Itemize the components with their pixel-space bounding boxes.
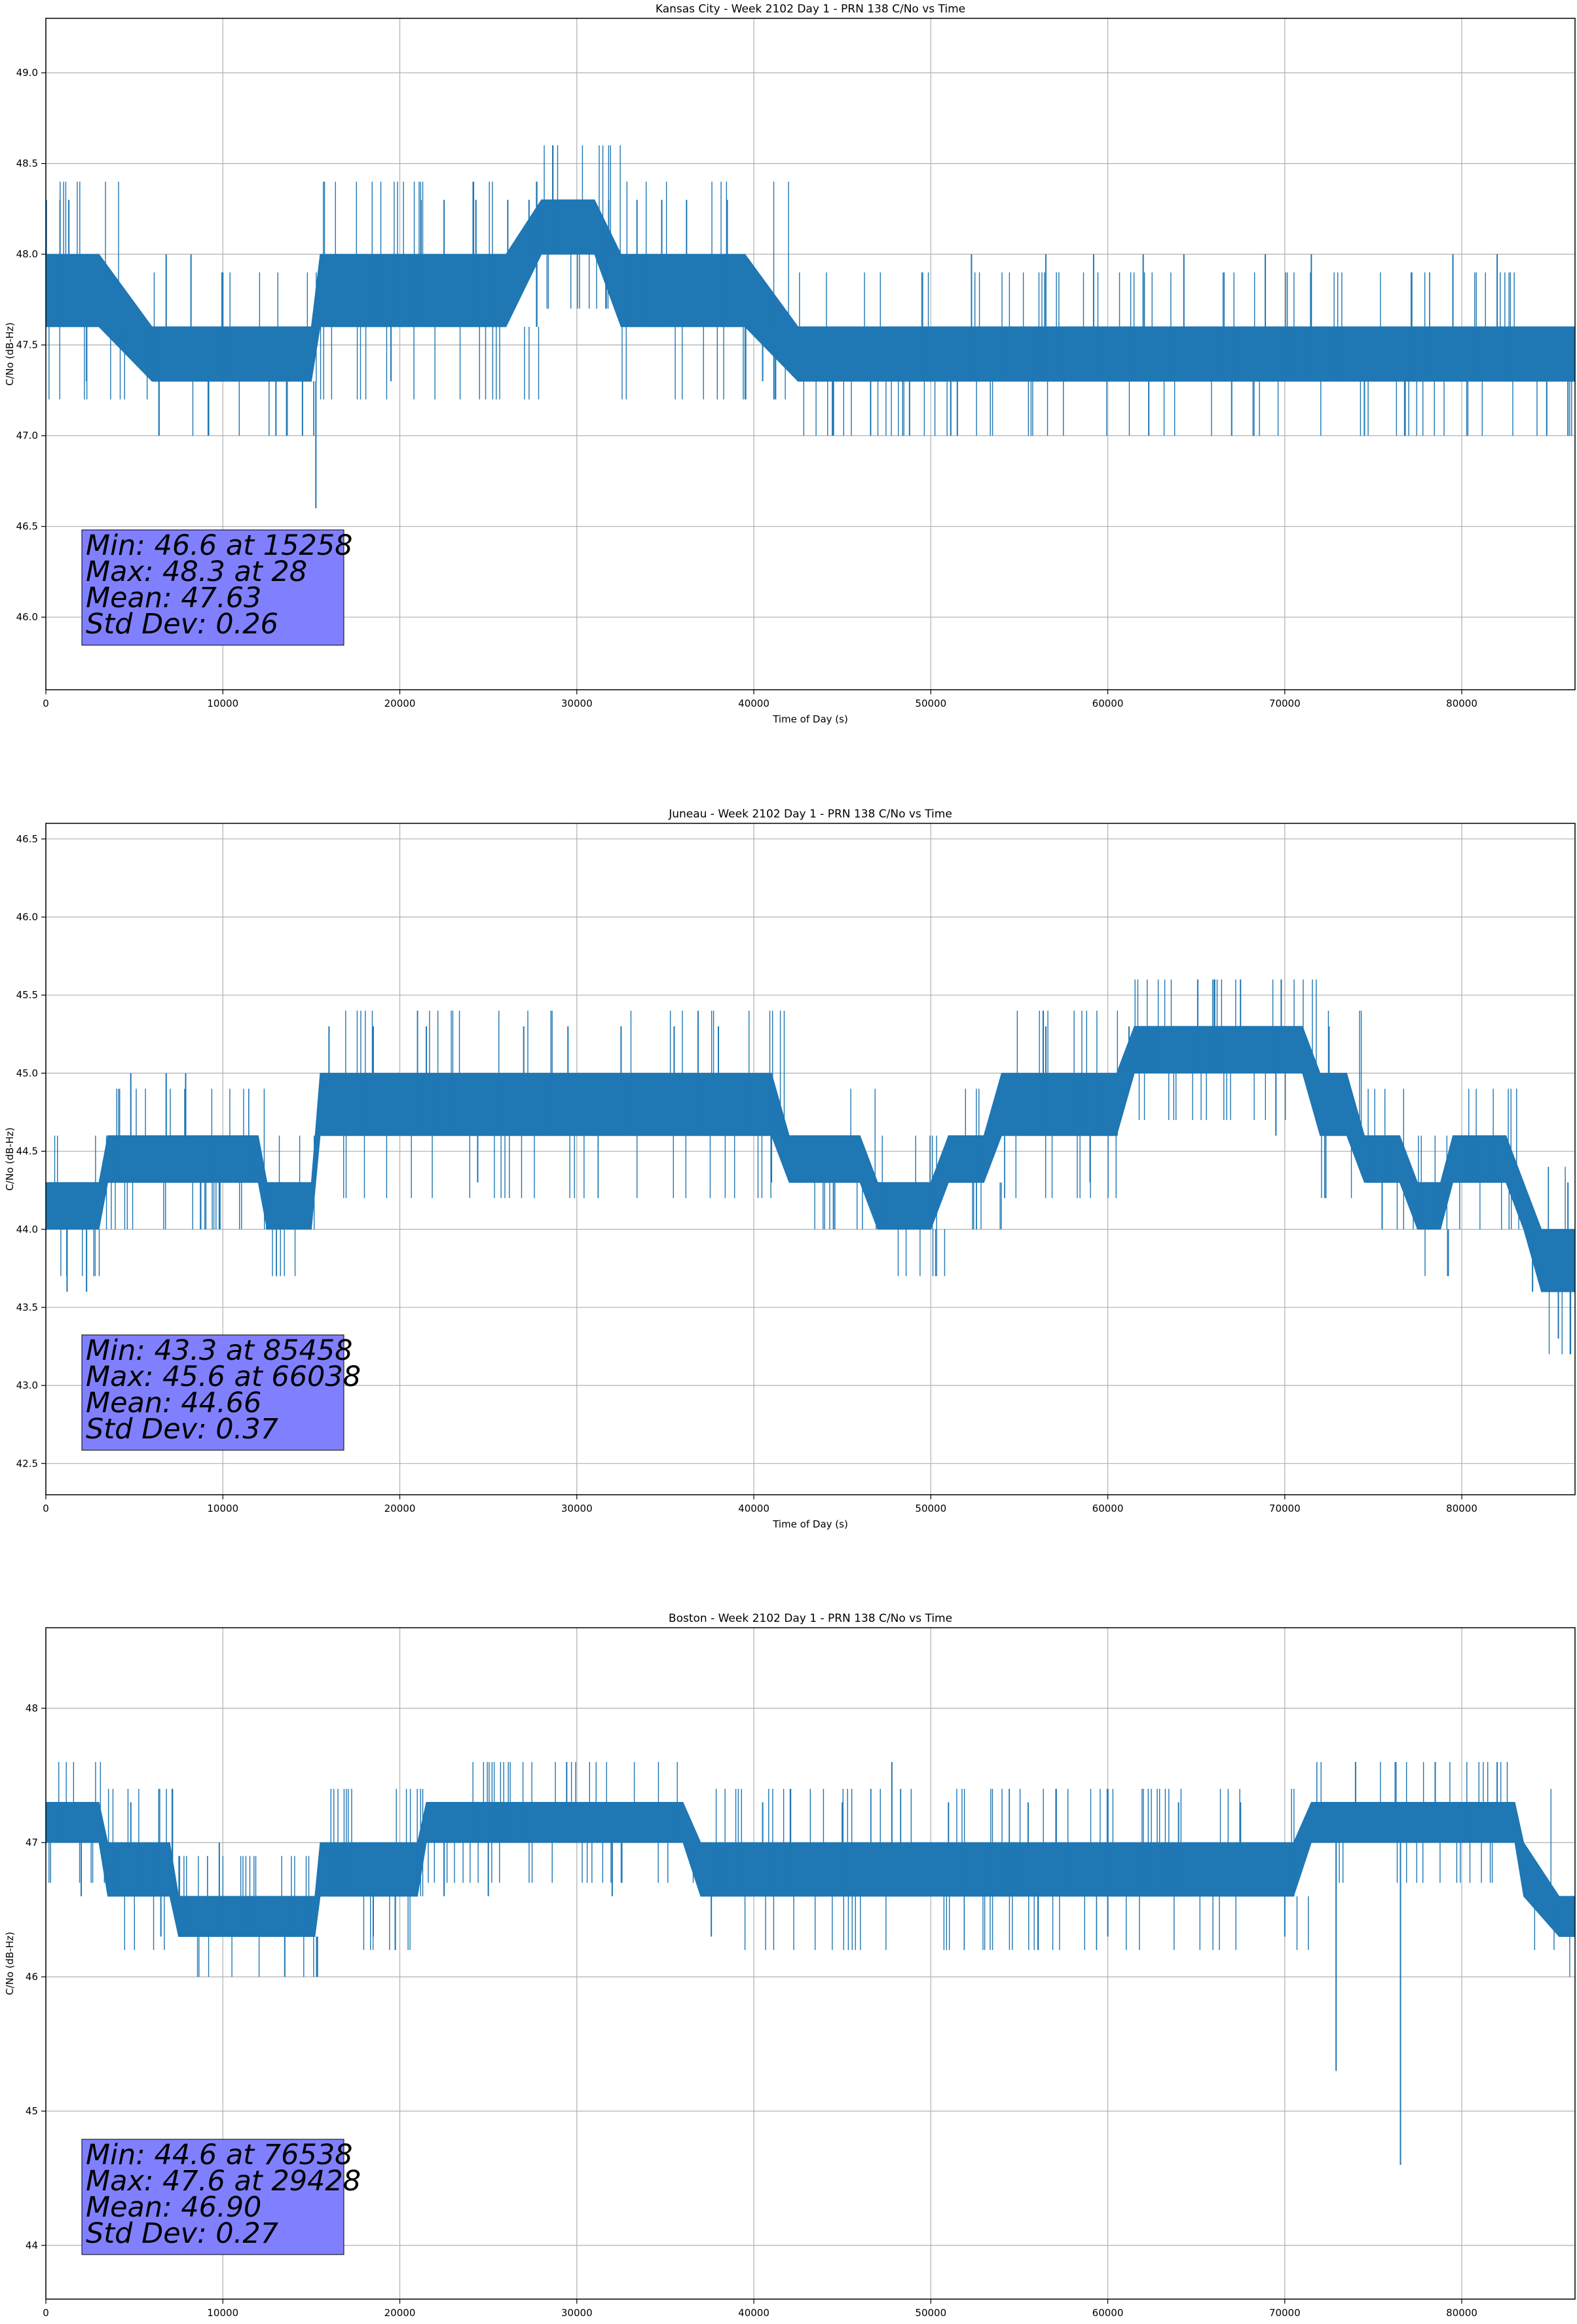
series-band — [45, 1026, 1576, 1292]
y-tick-label: 43.0 — [16, 1379, 38, 1391]
stats-line: Max: 45.6 at 66038 — [86, 1360, 361, 1393]
stats-line: Mean: 44.66 — [86, 1387, 261, 1419]
x-tick-label: 20000 — [384, 1503, 416, 1514]
stats-line: Std Dev: 0.27 — [86, 2217, 278, 2250]
y-tick-label: 47 — [26, 1837, 38, 1848]
stats-line: Max: 48.3 at 28 — [86, 555, 307, 588]
stats-line: Min: 44.6 at 76538 — [86, 2139, 353, 2171]
stats-line: Mean: 46.90 — [86, 2191, 261, 2224]
y-tick-label: 42.5 — [16, 1457, 38, 1469]
x-tick-label: 0 — [43, 2307, 49, 2319]
y-tick-label: 48 — [26, 1702, 38, 1714]
y-tick-label: 47.0 — [16, 430, 38, 441]
x-tick-label: 60000 — [1092, 2307, 1124, 2319]
x-tick-label: 70000 — [1269, 1503, 1301, 1514]
x-tick-label: 80000 — [1446, 698, 1477, 709]
chart-title: Kansas City - Week 2102 Day 1 - PRN 138 … — [656, 3, 965, 16]
y-axis-label: C/No (dB-Hz) — [4, 1127, 16, 1191]
x-axis-label: Time of Day (s) — [772, 2323, 848, 2324]
y-tick-label: 48.0 — [16, 248, 38, 260]
x-tick-label: 40000 — [738, 698, 770, 709]
stats-line: Min: 43.3 at 85458 — [86, 1334, 353, 1367]
y-axis-label: C/No (dB-Hz) — [4, 322, 16, 386]
x-tick-label: 40000 — [738, 1503, 770, 1514]
x-tick-label: 10000 — [207, 698, 238, 709]
plot-frame — [45, 823, 1576, 1495]
x-axis-label: Time of Day (s) — [772, 1518, 848, 1530]
chart-title: Juneau - Week 2102 Day 1 - PRN 138 C/No … — [668, 808, 952, 821]
y-tick-label: 45 — [26, 2105, 38, 2117]
juneau-chart: 0 10000 20000 30000 40000 50000 60000 70000 8000… — [4, 808, 1576, 1530]
plot-frame — [45, 18, 1576, 690]
y-tick-label: 49.0 — [16, 67, 38, 79]
stats-line: Max: 47.6 at 29428 — [86, 2165, 361, 2198]
x-tick-label: 10000 — [207, 2307, 238, 2319]
x-tick-label: 30000 — [561, 698, 593, 709]
x-tick-label: 10000 — [207, 1503, 238, 1514]
x-tick-label: 80000 — [1446, 1503, 1477, 1514]
y-tick-label: 44 — [26, 2240, 38, 2251]
x-tick-label: 0 — [43, 1503, 49, 1514]
x-tick-label: 50000 — [915, 698, 946, 709]
y-tick-label: 44.5 — [16, 1146, 38, 1157]
y-tick-label: 46.5 — [16, 521, 38, 533]
y-tick-label: 47.5 — [16, 339, 38, 351]
x-tick-label: 0 — [43, 698, 49, 709]
x-tick-label: 40000 — [738, 2307, 770, 2319]
stats-box — [81, 529, 344, 646]
y-tick-label: 45.0 — [16, 1067, 38, 1079]
series-band — [45, 199, 1576, 382]
series-trace — [48, 1762, 1570, 1977]
y-tick-label: 48.5 — [16, 158, 38, 170]
y-tick-label: 45.5 — [16, 989, 38, 1001]
x-tick-label: 50000 — [915, 1503, 946, 1514]
x-tick-label: 20000 — [384, 698, 416, 709]
y-tick-label: 46.0 — [16, 911, 38, 923]
x-tick-label: 50000 — [915, 2307, 946, 2319]
x-tick-label: 70000 — [1269, 698, 1301, 709]
stats-line: Std Dev: 0.37 — [86, 1413, 278, 1446]
series-trace — [48, 145, 1572, 436]
y-tick-label: 44.0 — [16, 1224, 38, 1235]
y-axis-label: C/No (dB-Hz) — [4, 1932, 16, 1995]
chart-title: Boston - Week 2102 Day 1 - PRN 138 C/No … — [669, 1612, 952, 1625]
y-tick-label: 43.5 — [16, 1302, 38, 1313]
stats-box — [81, 1334, 344, 1451]
stats-line: Std Dev: 0.26 — [86, 608, 278, 641]
x-tick-label: 30000 — [561, 2307, 593, 2319]
x-tick-label: 70000 — [1269, 2307, 1301, 2319]
x-tick-label: 60000 — [1092, 698, 1124, 709]
x-tick-label: 60000 — [1092, 1503, 1124, 1514]
stats-line: Min: 46.6 at 15258 — [86, 529, 353, 562]
y-tick-label: 46 — [26, 1971, 38, 1983]
stats-line: Mean: 47.63 — [86, 582, 261, 614]
stats-box — [81, 2139, 344, 2255]
boston-chart: 0 10000 20000 30000 40000 50000 60000 70000 8000… — [4, 1612, 1576, 2324]
x-tick-label: 30000 — [561, 1503, 593, 1514]
kansas-city-chart: 0 10000 20000 30000 40000 50000 60000 70000 8000… — [4, 3, 1576, 725]
x-axis-label: Time of Day (s) — [772, 713, 848, 725]
x-tick-label: 20000 — [384, 2307, 416, 2319]
plot-frame — [45, 1627, 1576, 2300]
x-tick-label: 80000 — [1446, 2307, 1477, 2319]
y-tick-label: 46.5 — [16, 833, 38, 845]
y-tick-label: 46.0 — [16, 611, 38, 623]
